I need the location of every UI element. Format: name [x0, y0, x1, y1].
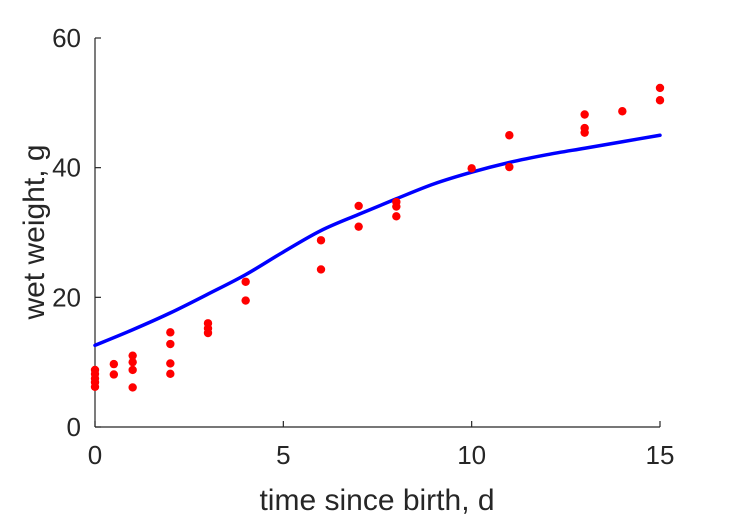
data-point: [166, 339, 175, 349]
y-tick-label: 60: [52, 23, 81, 53]
data-point: [580, 110, 589, 119]
data-point: [392, 212, 401, 221]
fit-line: [93, 133, 662, 348]
data-point: [354, 222, 363, 231]
x-ticks: 0 5 10 15: [88, 421, 675, 470]
data-point: [655, 83, 665, 93]
x-tick-label: 10: [457, 440, 486, 470]
data-point: [128, 357, 137, 367]
data-point: [128, 351, 137, 360]
data-point: [166, 369, 175, 379]
data-point: [467, 164, 476, 173]
x-axis-label: time since birth, d: [259, 484, 494, 517]
data-point: [618, 107, 627, 116]
plot-area: 0 5 10 15 0 20 40 60: [52, 23, 674, 470]
y-tick-label: 20: [52, 282, 81, 312]
data-point: [505, 131, 514, 140]
data-point: [316, 265, 326, 274]
data-point: [580, 123, 589, 133]
data-point: [392, 197, 401, 207]
y-tick-label: 40: [52, 153, 81, 183]
data-point: [354, 201, 363, 211]
data-point: [505, 162, 514, 172]
data-point: [203, 319, 213, 328]
data-point: [241, 277, 250, 286]
data-point: [128, 365, 137, 375]
data-point: [655, 96, 665, 105]
y-tick-label: 0: [67, 412, 81, 442]
x-tick-label: 0: [88, 440, 102, 470]
data-point: [90, 365, 100, 375]
data-point: [316, 236, 326, 245]
data-points: [90, 83, 665, 392]
y-axis-label: wet weight, g: [18, 144, 51, 320]
x-tick-label: 5: [276, 440, 290, 470]
x-tick-label: 15: [646, 440, 675, 470]
y-ticks: 0 20 40 60: [52, 23, 101, 442]
data-point: [109, 370, 119, 379]
data-point: [166, 328, 175, 337]
data-point: [128, 383, 137, 392]
data-point: [166, 359, 175, 368]
data-point: [109, 359, 119, 369]
data-point: [241, 296, 250, 305]
